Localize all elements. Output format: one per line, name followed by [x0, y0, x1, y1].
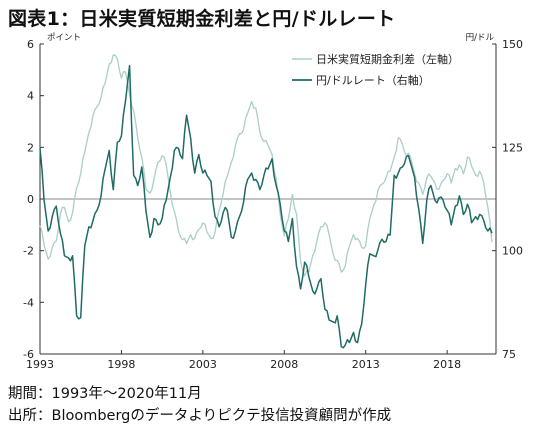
series-line-rate-diff	[39, 54, 493, 277]
x-tick-label: 1998	[107, 358, 135, 371]
y-right-tick-label: 125	[502, 141, 523, 154]
x-tick-label: 2008	[270, 358, 298, 371]
y-right-axis-label: 円/ドル	[466, 33, 495, 43]
y-right-tick-label: 150	[502, 38, 523, 51]
x-tick-label: 2003	[189, 358, 217, 371]
x-tick-label: 2018	[433, 358, 461, 371]
x-tick-label: 2013	[352, 358, 380, 371]
y-left-tick-label: 0	[27, 193, 34, 206]
legend-label-usdjpy: 円/ドルレート（右軸）	[316, 73, 430, 87]
y-right-tick-label: 100	[502, 245, 523, 258]
chart-title: 図表1：日米実質短期金利差と円/ドルレート	[8, 8, 396, 30]
y-right-tick-label: 75	[502, 348, 516, 361]
y-left-tick-label: 4	[27, 90, 34, 103]
chart-area: 6 4 2 0 -2 -4 -6 150 125 100 75 1993 1998 2003 2008 201…	[0, 28, 550, 373]
series-line-usdjpy	[39, 64, 493, 349]
y-left-tick-label: -4	[23, 296, 34, 309]
x-tick-label: 1993	[26, 358, 54, 371]
footer-source: 出所：Bloombergのデータよりピクテ投信投資顧問が作成	[8, 408, 392, 424]
legend-label-rate-diff: 日米実質短期金利差（左軸）	[316, 52, 459, 66]
line-chart: 6 4 2 0 -2 -4 -6 150 125 100 75 1993 1998 2003 2008 201…	[23, 33, 523, 371]
y-left-tick-label: 2	[27, 141, 34, 154]
footer-period: 期間：1993年～2020年11月	[8, 386, 202, 402]
y-left-tick-label: -6	[23, 348, 34, 361]
y-left-axis-label: ポイント	[47, 33, 81, 43]
y-left-tick-label: 6	[27, 38, 34, 51]
y-left-tick-label: -2	[23, 245, 34, 258]
